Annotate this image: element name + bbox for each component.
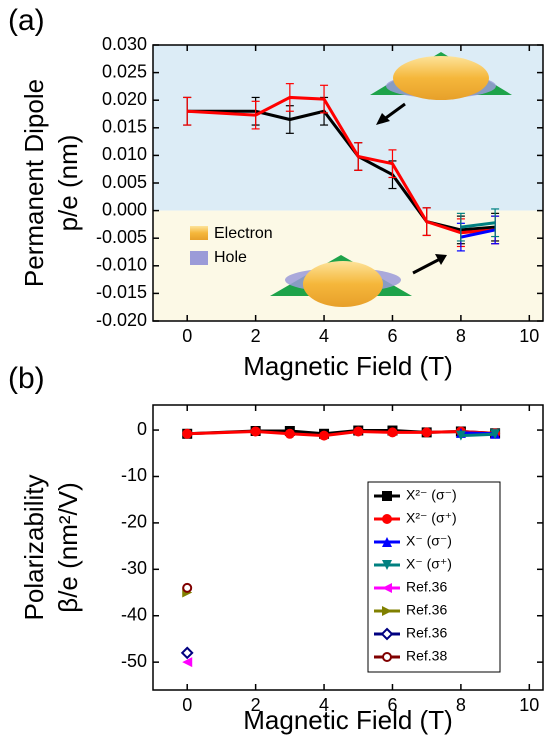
x-tick-label: 10 xyxy=(519,695,539,715)
error-bar xyxy=(456,212,465,242)
annotation: Electron xyxy=(214,225,273,242)
legend-label: X²⁻ (σ⁻) xyxy=(406,487,457,503)
x-tick-label: 8 xyxy=(456,695,466,715)
line xyxy=(460,221,496,229)
legend-box xyxy=(367,481,501,673)
legend-marker xyxy=(382,560,392,570)
y-axis-label: β/e (nm²/V) xyxy=(53,482,83,613)
legend-marker xyxy=(382,652,392,662)
marker xyxy=(182,428,193,439)
legend-label: Ref.38 xyxy=(406,648,447,664)
y-tick-label: 0.010 xyxy=(102,144,147,164)
error-bar xyxy=(388,149,397,179)
marker xyxy=(387,427,398,438)
error-bar xyxy=(285,83,294,112)
marker xyxy=(319,430,330,441)
panel-label: (a) xyxy=(8,4,45,37)
y-axis-label: Permanent Dipole xyxy=(19,79,49,287)
legend-label: Ref.36 xyxy=(406,579,447,595)
marker xyxy=(490,429,501,440)
y-tick-label: -0.020 xyxy=(96,310,147,330)
marker xyxy=(182,582,193,593)
y-tick-label: 0.000 xyxy=(102,199,147,219)
series xyxy=(455,429,501,441)
legend-marker xyxy=(382,537,392,547)
series xyxy=(456,208,500,242)
marker xyxy=(455,430,466,441)
y-tick-label: -0.010 xyxy=(96,255,147,275)
y-tick-label: -20 xyxy=(121,512,147,532)
x-tick-label: 8 xyxy=(456,326,466,346)
line xyxy=(187,429,496,438)
error-bar xyxy=(491,208,500,238)
x-tick-label: 6 xyxy=(387,326,397,346)
error-bar xyxy=(354,142,363,171)
marker xyxy=(250,426,261,437)
y-tick-label: 0 xyxy=(137,419,147,439)
y-tick-label: -30 xyxy=(121,558,147,578)
y-tick-label: 0.025 xyxy=(102,61,147,81)
marker xyxy=(284,428,295,439)
legend-marker xyxy=(382,606,392,616)
x-tick-label: 0 xyxy=(182,695,192,715)
error-bar xyxy=(251,100,260,130)
legend-marker xyxy=(382,491,392,501)
y-tick-label: -0.005 xyxy=(96,227,147,247)
x-tick-label: 2 xyxy=(251,326,261,346)
x-tick-label: 0 xyxy=(182,326,192,346)
x-axis-label: Magnetic Field (T) xyxy=(243,705,453,735)
plot-frame xyxy=(152,44,544,322)
x-tick-label: 2 xyxy=(251,695,261,715)
illustrations: Electron Hole xyxy=(190,52,512,307)
legend-marker xyxy=(382,583,392,593)
y-axis-label: Polarizability xyxy=(19,475,49,621)
y-tick-label: -10 xyxy=(121,465,147,485)
y-axis-label: p/e (nm) xyxy=(53,135,83,232)
line xyxy=(460,228,496,239)
y-tick-label: 0.005 xyxy=(102,172,147,192)
panel-label: (b) xyxy=(8,362,45,395)
legend-label: Ref.36 xyxy=(406,625,447,641)
legend-label: X⁻ (σ⁻) xyxy=(406,533,452,549)
series xyxy=(182,657,193,668)
error-bar xyxy=(422,207,431,237)
marker xyxy=(421,427,432,438)
error-bar xyxy=(320,84,329,114)
y-tick-label: 0.030 xyxy=(102,34,147,54)
series xyxy=(180,646,194,660)
legend-label: X²⁻ (σ⁺) xyxy=(406,510,457,526)
legend-marker xyxy=(382,514,392,524)
plot-frame xyxy=(152,404,544,691)
y-tick-label: -0.015 xyxy=(96,282,147,302)
y-tick-label: 0.015 xyxy=(102,117,147,137)
legend-label: X⁻ (σ⁺) xyxy=(406,556,452,572)
series xyxy=(182,582,193,593)
x-tick-label: 10 xyxy=(519,326,539,346)
marker xyxy=(353,426,364,437)
y-tick-label: -40 xyxy=(121,604,147,624)
x-tick-label: 4 xyxy=(319,695,329,715)
y-tick-label: -50 xyxy=(121,651,147,671)
series xyxy=(182,426,501,441)
y-tick-label: 0.020 xyxy=(102,89,147,109)
x-tick-label: 6 xyxy=(387,695,397,715)
marker xyxy=(180,646,194,660)
marker xyxy=(182,657,193,668)
x-axis-label: Magnetic Field (T) xyxy=(243,351,453,381)
error-bar xyxy=(183,96,192,126)
legend-label: Ref.36 xyxy=(406,602,447,618)
x-tick-label: 4 xyxy=(319,326,329,346)
annotation: Hole xyxy=(214,249,247,266)
line xyxy=(460,432,496,438)
legend-marker xyxy=(380,627,394,641)
